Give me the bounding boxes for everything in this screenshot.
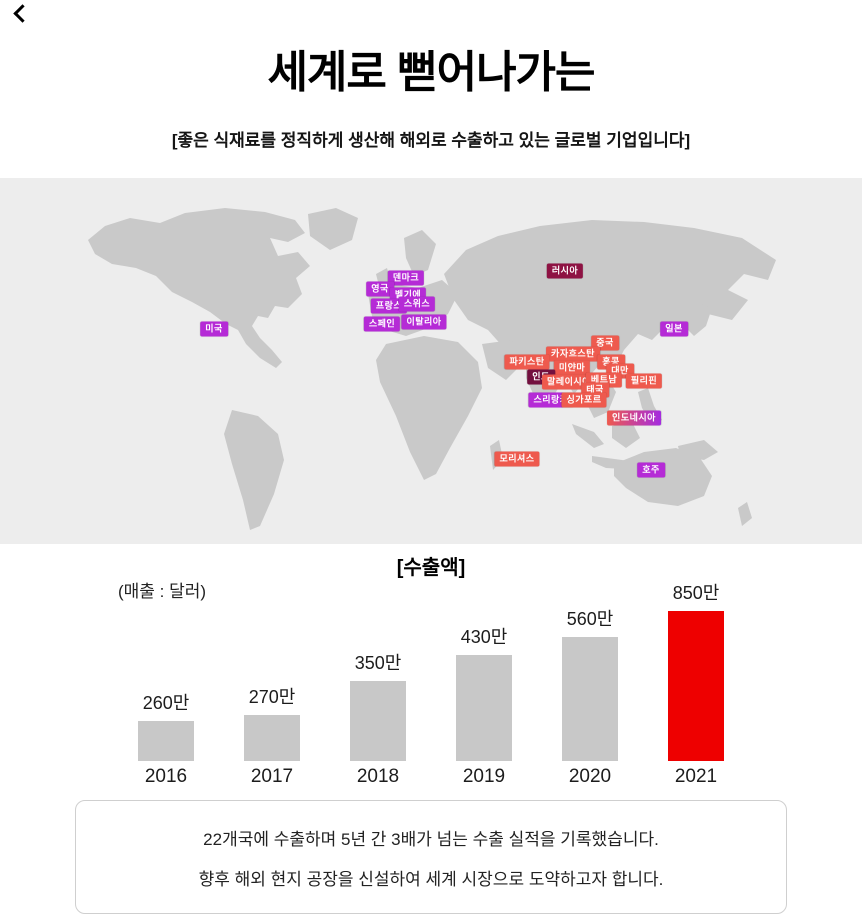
bar-chart-years: 2016 2017 2018 2019 2020 2021 — [0, 766, 862, 788]
chart-bar — [244, 715, 300, 761]
chart-bar-year: 2021 — [674, 766, 718, 787]
map-country-badge: 영국 — [366, 281, 394, 297]
chart-bar — [562, 637, 618, 761]
map-country-badge: 이탈리아 — [401, 314, 447, 330]
page-header: 세계로 뻗어나가는 [좋은 식재료를 정직하게 생산해 해외로 수출하고 있는 … — [0, 0, 862, 151]
chart-column: 850만 — [643, 579, 749, 761]
chart-bar-value: 350만 — [354, 653, 402, 673]
map-country-badge: 덴마크 — [387, 270, 425, 286]
map-country-badge: 필리핀 — [625, 373, 663, 389]
chart-column: 270만 — [219, 579, 325, 761]
map-country-badge: 호주 — [637, 462, 665, 478]
chart-bar-value: 560만 — [566, 609, 614, 629]
chart-bar — [350, 681, 406, 761]
map-country-badge: 스페인 — [363, 316, 401, 332]
page-title: 세계로 뻗어나가는 — [267, 48, 595, 97]
chart-bar-value: 260만 — [142, 693, 190, 713]
chart-bar-value: 270만 — [248, 687, 296, 707]
map-country-badge: 모리셔스 — [494, 451, 540, 467]
chart-bar-value: 430만 — [460, 627, 508, 647]
map-country-badge: 러시아 — [546, 263, 584, 279]
chart-bar — [456, 655, 512, 761]
bar-chart: 260만 270만 350만 430만 560만 850만 — [0, 579, 862, 761]
chart-bar-year: 2018 — [356, 766, 400, 787]
export-chart-section: [수출액] (매출 : 달러) 260만 270만 350만 430만 560만 850만… — [0, 544, 862, 788]
summary-line-1: 22개국에 수출하며 5년 간 3배가 넘는 수출 실적을 기록했습니다. — [203, 829, 659, 849]
chart-bar-year: 2017 — [250, 766, 294, 787]
map-country-badge: 싱가포르 — [561, 392, 607, 408]
world-map-section: 미국 덴마크 영국 벨기에 프랑스 스위스 스페인 이탈리아 러시아 일본 중국 카자흐스탄 파키스탄 홍… — [0, 178, 862, 544]
summary-line-2: 향후 해외 현지 공장을 신설하여 세계 시장으로 도약하고자 합니다. — [198, 869, 664, 889]
map-country-badge: 카자흐스탄 — [546, 346, 600, 362]
chart-bar-year: 2020 — [568, 766, 612, 787]
map-country-badge: 미얀마 — [553, 360, 591, 376]
chart-bar-year: 2016 — [144, 766, 188, 787]
chart-bar — [138, 721, 194, 761]
chart-title: [수출액] — [396, 557, 466, 579]
chart-bar-year: 2019 — [462, 766, 506, 787]
chart-column: 430만 — [431, 579, 537, 761]
map-country-badge: 미국 — [200, 321, 228, 337]
chart-unit-label: (매출 : 달러) — [118, 582, 207, 601]
map-country-badge: 인도네시아 — [607, 410, 661, 426]
chart-column: 350만 — [325, 579, 431, 761]
page-subtitle: [좋은 식재료를 정직하게 생산해 해외로 수출하고 있는 글로벌 기업입니다] — [171, 131, 691, 150]
map-country-badge: 일본 — [660, 321, 688, 337]
world-map-labels: 미국 덴마크 영국 벨기에 프랑스 스위스 스페인 이탈리아 러시아 일본 중국 카자흐스탄 파키스탄 홍… — [0, 178, 862, 544]
chart-bar — [668, 611, 724, 761]
chart-bar-value: 850만 — [672, 583, 720, 603]
map-country-badge: 프랑스 — [370, 298, 408, 314]
chart-column: 560만 — [537, 579, 643, 761]
back-icon[interactable] — [10, 4, 32, 24]
map-country-badge: 파키스탄 — [504, 354, 550, 370]
summary-box: 22개국에 수출하며 5년 간 3배가 넘는 수출 실적을 기록했습니다. 향후… — [75, 800, 787, 914]
chart-column: 260만 — [113, 579, 219, 761]
map-country-badge: 스위스 — [398, 296, 436, 312]
